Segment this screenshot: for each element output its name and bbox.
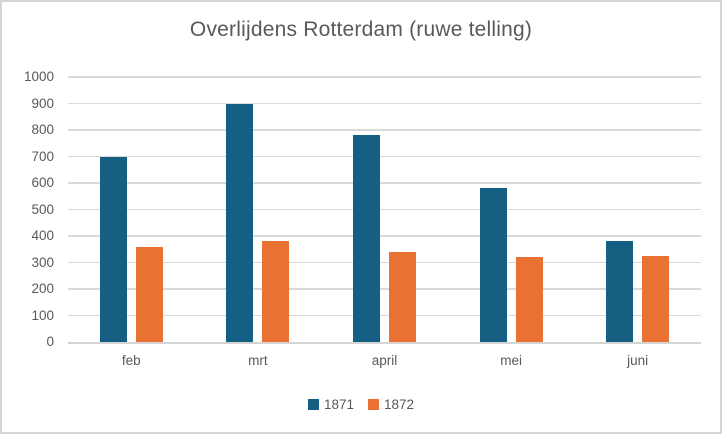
y-tick-label: 400 bbox=[31, 228, 54, 243]
y-tick-label: 0 bbox=[46, 334, 54, 349]
x-tick-label-mrt: mrt bbox=[248, 353, 268, 368]
bar-1871-juni bbox=[606, 241, 634, 342]
x-tick-label-juni: juni bbox=[627, 353, 649, 368]
y-tick-label: 300 bbox=[31, 254, 54, 270]
plot-area bbox=[68, 76, 701, 344]
gridline bbox=[68, 235, 701, 237]
y-tick-label: 200 bbox=[31, 281, 54, 296]
y-tick-label: 900 bbox=[31, 95, 54, 111]
x-tick-label-april: april bbox=[371, 353, 398, 368]
gridline bbox=[68, 76, 701, 78]
legend-swatch-1872 bbox=[368, 398, 379, 410]
x-tick-label-mei: mei bbox=[500, 353, 522, 368]
bar-1871-mrt bbox=[226, 103, 254, 342]
legend-item-1871: 1871 bbox=[307, 396, 354, 412]
gridline bbox=[68, 261, 701, 264]
x-tick-label-feb: feb bbox=[121, 353, 141, 368]
bar-1872-juni bbox=[642, 255, 670, 342]
gridline bbox=[68, 208, 701, 211]
y-tick-label: 800 bbox=[31, 122, 54, 137]
gridline bbox=[68, 129, 701, 131]
bar-1871-april bbox=[353, 135, 380, 342]
bar-1872-mei bbox=[515, 257, 543, 342]
legend-label: 1871 bbox=[323, 396, 354, 412]
legend-item-1872: 1872 bbox=[368, 397, 414, 412]
legend: 1871 1872 bbox=[2, 395, 720, 413]
y-tick-label: 100 bbox=[31, 307, 54, 323]
y-tick-label: 1000 bbox=[23, 69, 54, 84]
chart-title: Overlijdens Rotterdam (ruwe telling) bbox=[189, 18, 533, 41]
gridline bbox=[68, 182, 701, 184]
y-tick-label: 500 bbox=[31, 201, 54, 217]
y-tick-label: 600 bbox=[31, 175, 54, 190]
bar-1871-mei bbox=[479, 188, 507, 342]
gridline bbox=[68, 102, 701, 105]
x-axis-line bbox=[68, 342, 701, 344]
y-tick-label: 700 bbox=[31, 148, 54, 164]
bar-1872-april bbox=[389, 251, 416, 342]
legend-label: 1872 bbox=[384, 396, 415, 412]
gridline bbox=[68, 288, 701, 290]
gridline bbox=[68, 155, 701, 158]
gridline bbox=[68, 314, 701, 317]
bar-1871-feb bbox=[99, 156, 127, 342]
bar-1872-mrt bbox=[262, 241, 290, 342]
legend-swatch-1871 bbox=[307, 398, 319, 410]
bar-1872-feb bbox=[135, 246, 163, 342]
